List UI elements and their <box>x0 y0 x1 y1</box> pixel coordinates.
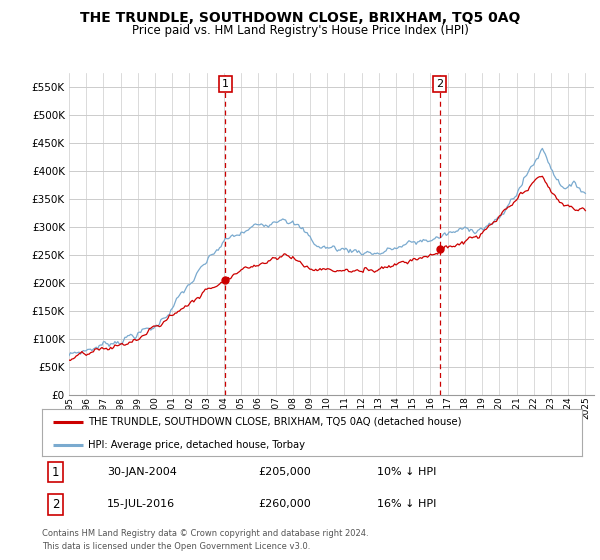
Text: Contains HM Land Registry data © Crown copyright and database right 2024.: Contains HM Land Registry data © Crown c… <box>42 529 368 538</box>
Text: HPI: Average price, detached house, Torbay: HPI: Average price, detached house, Torb… <box>88 440 305 450</box>
Text: 30-JAN-2004: 30-JAN-2004 <box>107 467 176 477</box>
Text: 1: 1 <box>222 79 229 89</box>
Text: Price paid vs. HM Land Registry's House Price Index (HPI): Price paid vs. HM Land Registry's House … <box>131 24 469 36</box>
Text: £205,000: £205,000 <box>258 467 311 477</box>
Text: 2: 2 <box>436 79 443 89</box>
Text: 2: 2 <box>52 498 59 511</box>
Text: This data is licensed under the Open Government Licence v3.0.: This data is licensed under the Open Gov… <box>42 542 310 550</box>
Text: £260,000: £260,000 <box>258 500 311 509</box>
Text: THE TRUNDLE, SOUTHDOWN CLOSE, BRIXHAM, TQ5 0AQ: THE TRUNDLE, SOUTHDOWN CLOSE, BRIXHAM, T… <box>80 11 520 25</box>
Text: 10% ↓ HPI: 10% ↓ HPI <box>377 467 436 477</box>
Text: 1: 1 <box>52 465 59 479</box>
Text: THE TRUNDLE, SOUTHDOWN CLOSE, BRIXHAM, TQ5 0AQ (detached house): THE TRUNDLE, SOUTHDOWN CLOSE, BRIXHAM, T… <box>88 417 461 427</box>
Text: 15-JUL-2016: 15-JUL-2016 <box>107 500 175 509</box>
Text: 16% ↓ HPI: 16% ↓ HPI <box>377 500 436 509</box>
